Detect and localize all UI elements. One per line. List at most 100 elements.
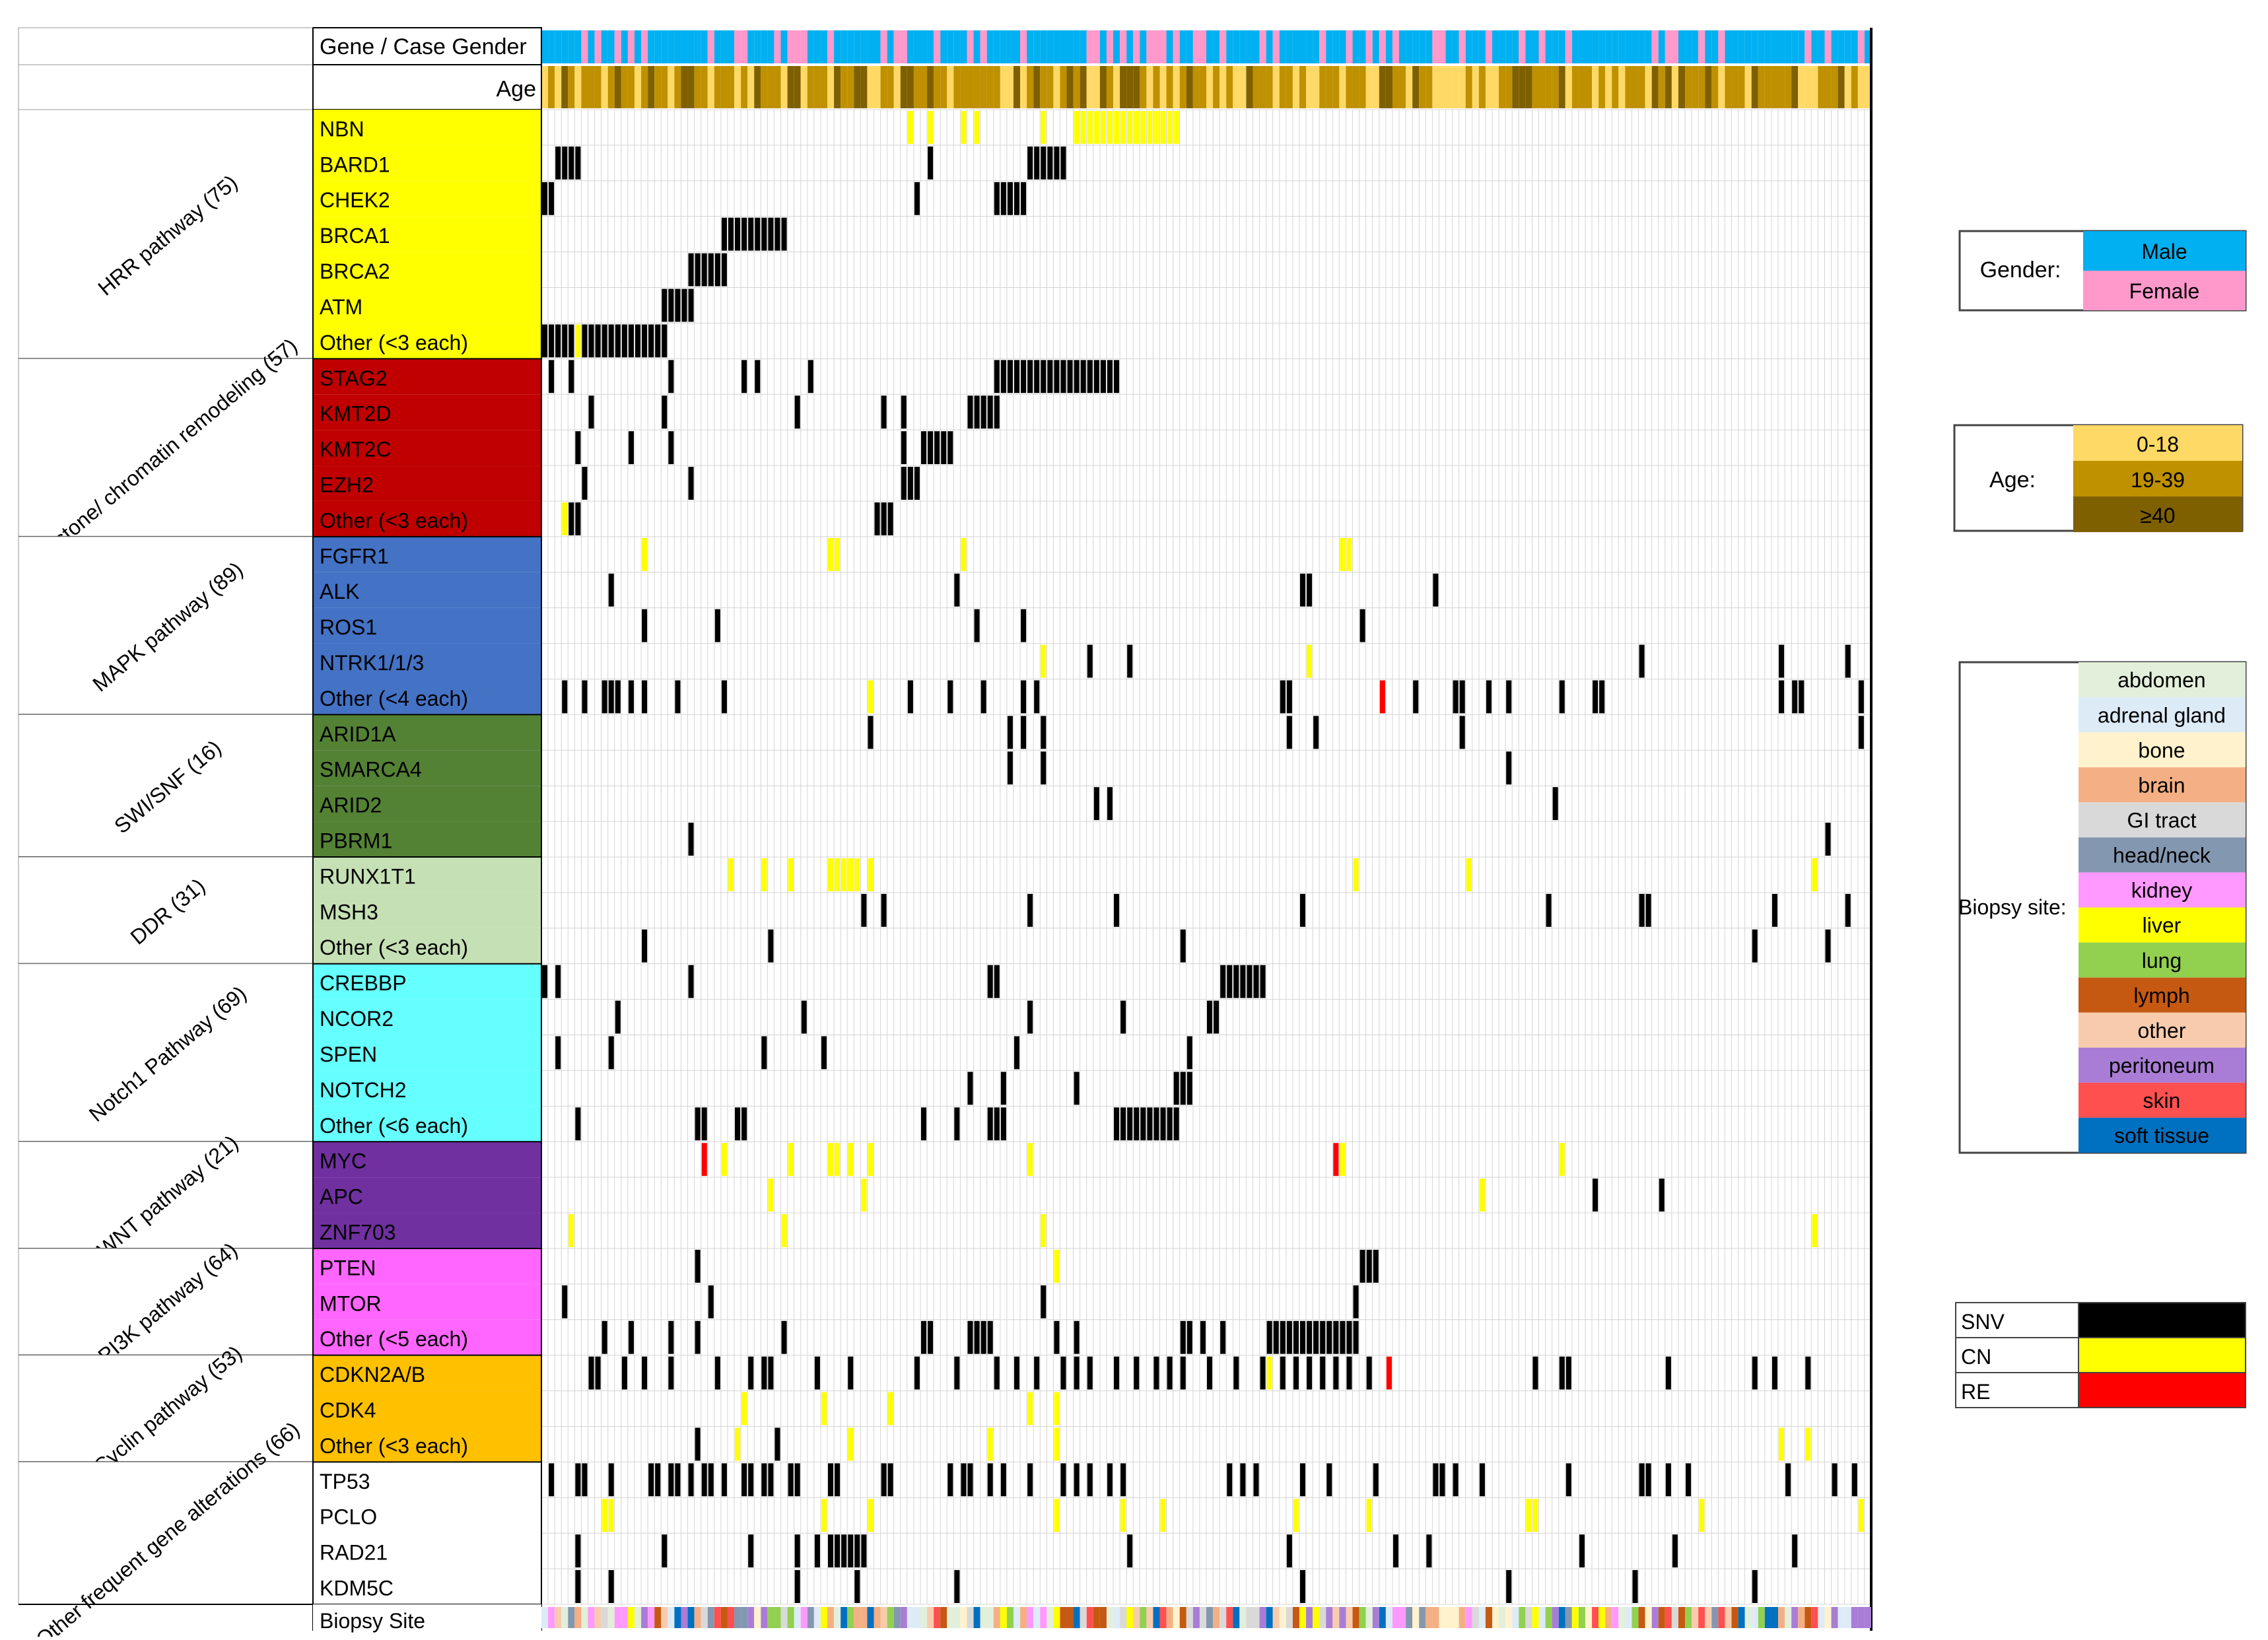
gender-cell (807, 30, 814, 63)
age-cell (940, 66, 947, 108)
gender-cell (1299, 30, 1307, 63)
biopsy-cell (614, 1607, 621, 1628)
alteration-snv-mark (1120, 1463, 1126, 1497)
biopsy-cell (601, 1607, 608, 1628)
gender-cell (1213, 30, 1220, 63)
age-cell (1047, 66, 1054, 108)
alteration-snv-mark (848, 1534, 854, 1568)
age-legend-title: Age: (1989, 467, 2036, 493)
age-cell (834, 66, 841, 108)
alteration-snv-mark (1340, 1320, 1346, 1354)
alteration-snv-mark (987, 1107, 993, 1141)
alteration-snv-mark (1779, 680, 1785, 714)
biopsy-cell (1632, 1607, 1639, 1628)
alteration-snv-mark (1559, 680, 1565, 714)
biopsy-legend-swatch (2079, 907, 2246, 943)
age-cell (1392, 66, 1400, 108)
alteration-cn-mark (761, 858, 767, 891)
alteration-snv-mark (1253, 1463, 1259, 1497)
gene-label-cell (313, 1248, 541, 1284)
gender-cell (1844, 30, 1851, 63)
biopsy-cell (1399, 1607, 1406, 1628)
biopsy-cell (1173, 1607, 1180, 1628)
alteration-snv-mark (588, 1356, 594, 1390)
gender-cell (1292, 30, 1299, 63)
age-cell (594, 66, 601, 108)
alteration-snv-mark (601, 1320, 607, 1354)
biopsy-cell (940, 1607, 947, 1628)
age-cell (767, 66, 774, 108)
gene-label: TP53 (320, 1470, 370, 1493)
age-cell (1838, 66, 1845, 108)
gender-cell (1711, 30, 1719, 63)
gene-label-cell (313, 963, 541, 1000)
biopsy-cell (727, 1607, 735, 1628)
biopsy-cell (1359, 1607, 1366, 1628)
gene-label: ROS1 (320, 615, 377, 639)
gender-cell (1392, 30, 1400, 63)
alteration-snv-mark (562, 324, 568, 358)
biopsy-cell (1206, 1607, 1214, 1628)
gender-cell (813, 30, 821, 63)
biopsy-cell (1478, 1607, 1486, 1628)
alteration-snv-mark (1565, 1356, 1571, 1390)
gene-label-cell (313, 1070, 541, 1107)
biopsy-cell (893, 1607, 901, 1628)
alteration-snv-mark (615, 1000, 621, 1034)
alteration-snv-mark (1034, 360, 1040, 393)
alteration-snv-mark (608, 1036, 614, 1070)
gene-label: APC (320, 1185, 363, 1209)
biopsy-legend-swatch (2079, 1082, 2246, 1118)
group-label-cell (18, 536, 314, 715)
alteration-snv-mark (642, 609, 648, 642)
alteration-snv-mark (1000, 1072, 1006, 1105)
alteration-snv-mark (695, 1249, 701, 1283)
biopsy-cell (1233, 1607, 1240, 1628)
alteration-snv-mark (1007, 360, 1013, 393)
biopsy-cell (1299, 1607, 1307, 1628)
gene-label-cell (313, 359, 541, 395)
alteration-snv-mark (1280, 680, 1286, 714)
alteration-snv-mark (748, 1463, 754, 1497)
gender-cell (834, 30, 841, 63)
age-cell (1625, 66, 1632, 108)
biopsy-cell (887, 1607, 894, 1628)
gender-cell (1565, 30, 1572, 63)
alteration-snv-mark (1293, 1320, 1299, 1354)
alteration-snv-mark (961, 1463, 967, 1497)
biopsy-cell (741, 1607, 748, 1628)
biopsy-cell (860, 1607, 868, 1628)
alteration-snv-mark (980, 680, 986, 714)
alteration-snv-mark (1299, 1570, 1306, 1603)
alteration-snv-mark (1320, 1320, 1326, 1354)
alteration-snv-mark (1639, 893, 1645, 927)
alteration-snv-mark (1114, 893, 1120, 927)
alteration-snv-mark (1373, 1463, 1379, 1497)
gene-label-cell (313, 252, 541, 288)
biopsy-cell (1179, 1607, 1186, 1628)
gender-cell (1645, 30, 1652, 63)
age-cell (913, 66, 920, 108)
gender-cell (1326, 30, 1333, 63)
alteration-snv-mark (1034, 146, 1040, 180)
alteration-snv-mark (1186, 1036, 1192, 1070)
alteration-snv-mark (881, 893, 887, 927)
age-cell (1199, 66, 1206, 108)
gene-label-cell (313, 999, 541, 1035)
gender-cell (1519, 30, 1526, 63)
alteration-re-mark (1333, 1143, 1339, 1177)
age-cell (588, 66, 595, 108)
alteration-snv-mark (854, 1570, 860, 1603)
alteration-snv-mark (1665, 1463, 1671, 1497)
alteration-snv-mark (755, 217, 761, 251)
biopsy-cell (1332, 1607, 1340, 1628)
alteration-snv-mark (1299, 1320, 1306, 1354)
age-cell (1020, 66, 1027, 108)
alteration-cn-mark (1027, 1143, 1033, 1177)
alteration-snv-mark (1645, 1463, 1651, 1497)
alteration-snv-mark (967, 395, 973, 429)
gene-label: NTRK1/1/3 (320, 651, 424, 675)
age-cell (1665, 66, 1672, 108)
alteration-snv-mark (1752, 1356, 1758, 1390)
alteration-snv-mark (1665, 1356, 1671, 1390)
